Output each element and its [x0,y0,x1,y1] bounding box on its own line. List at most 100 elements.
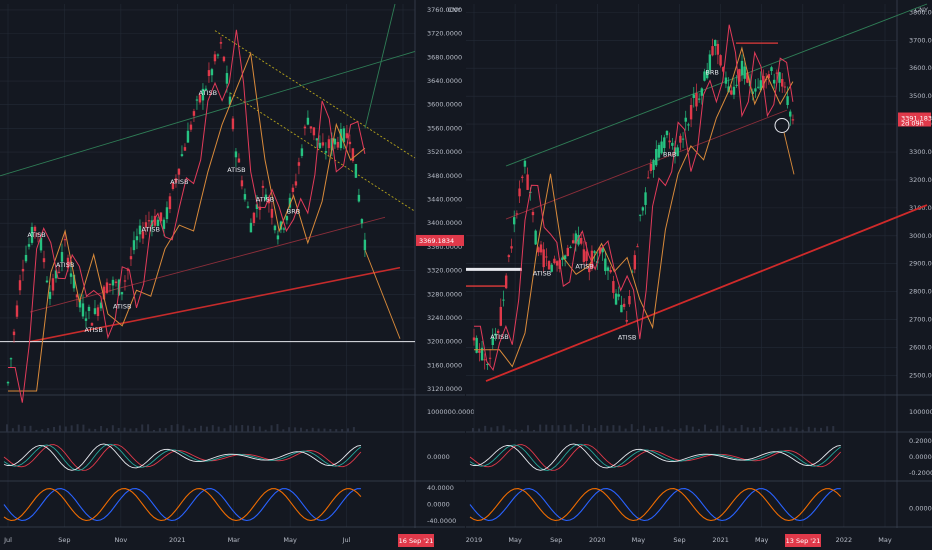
candle [168,196,172,210]
volume-bar [70,425,73,432]
y-tick-label: 3600.0000 [427,101,462,109]
volume-bar [594,427,597,432]
candle [786,96,789,106]
x-tick-label: May [508,536,522,544]
candle [261,185,265,188]
candle [147,220,151,222]
volume-bar [94,428,97,432]
candle [657,144,661,158]
candle [504,275,508,289]
candle [652,159,655,170]
y-tick-label: 3360.0000 [427,243,462,251]
candle [108,283,112,285]
y-tick-label: 2900.0000 [909,260,932,268]
volume-bar [17,424,20,432]
candle [580,237,583,244]
date-badge [785,534,821,547]
volume-bar [211,425,214,432]
candle [759,80,762,91]
candle [54,270,58,279]
candle [282,228,286,230]
volume-bar [6,424,8,432]
candle [537,247,540,253]
volume-bar [11,428,14,432]
volume-bar [100,425,103,432]
candle [775,72,779,74]
y-tick-label: 3640.0000 [427,77,462,85]
candle [231,118,235,130]
volume-bar [820,427,823,432]
candle [363,239,367,251]
chart-panel-2: 2019MaySep2020MaySep2021MaySep2022May380… [466,0,932,547]
candle [132,240,136,251]
volume-bar [520,429,523,432]
volume-bar [752,427,755,432]
candle [705,70,709,79]
candle [246,206,250,208]
y-tick-label: 3600.0000 [909,64,932,72]
volume-bar [496,426,499,432]
candle [213,54,217,62]
volume-bar [129,428,132,432]
volume-bar [789,426,792,432]
candle [156,219,160,227]
candle [309,126,313,129]
volume-bar [539,424,542,432]
osc1-tick-label: -0.2000 [909,469,932,477]
volume-bar [152,429,155,432]
candle [87,306,91,311]
candle [488,357,492,359]
candle [63,238,67,241]
x-tick-label: May [878,536,892,544]
date-badge-label: 16 Sep '21 [399,537,434,545]
candle [545,256,548,258]
volume-bar [813,427,816,432]
candle [539,244,543,253]
candle [566,247,570,257]
candle [665,130,669,136]
volume-bar [484,425,487,432]
volume-bar [147,424,150,432]
osc2-tick-label: -40.0000 [427,517,456,525]
volume-bar [508,429,511,432]
candle [162,219,166,229]
candle [660,141,663,154]
candle [78,299,82,308]
annotation-label: ATISB [490,333,508,341]
volume-bar [158,428,161,432]
candle [502,299,505,301]
x-tick-label: 2022 [836,536,853,544]
volume-bar [673,429,676,432]
candle [177,168,181,175]
candle [336,141,340,148]
volume-bar [270,425,273,432]
highlight-circle [774,117,790,133]
candle [321,142,325,146]
volume-bar [82,424,85,432]
volume-bar [241,424,244,432]
candle [668,140,671,143]
candle [342,128,346,143]
candle [496,330,500,333]
volume-bar [323,428,326,432]
candle [507,255,511,258]
candle [159,212,163,222]
candle [585,251,588,261]
volume-bar [490,427,493,432]
volume-bar [685,425,688,432]
candle [644,192,647,205]
volume-bar [533,429,536,432]
annotation-label: BRB [287,208,300,216]
last-price-badge [898,112,931,127]
candle [547,261,551,270]
oscillator-1-line [469,444,842,471]
y-tick-label: 3480.0000 [427,172,462,180]
volume-scale-label: 1000000.0000 [909,408,932,416]
candle [354,164,358,178]
candle [588,268,591,273]
volume-bar [575,429,578,432]
x-tick-label: Sep [550,536,562,544]
candle [754,88,757,92]
candle [75,294,79,298]
candle [249,222,253,233]
